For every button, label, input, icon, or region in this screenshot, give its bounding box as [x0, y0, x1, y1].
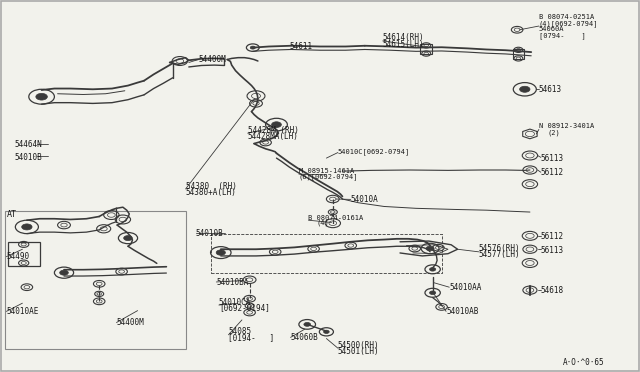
Text: 54500(RH): 54500(RH)	[338, 341, 380, 350]
Text: 54010CA: 54010CA	[219, 298, 252, 307]
Circle shape	[426, 246, 434, 251]
Text: [0194-   ]: [0194- ]	[228, 333, 275, 342]
Text: 56113: 56113	[541, 154, 564, 163]
Circle shape	[319, 328, 333, 336]
Circle shape	[60, 270, 68, 275]
Circle shape	[425, 265, 440, 274]
Text: 54428MA(LH): 54428MA(LH)	[248, 132, 298, 141]
Text: [0692-0194]: [0692-0194]	[219, 304, 269, 312]
Text: 54464N: 54464N	[14, 140, 42, 149]
Text: [0794-    ]: [0794- ]	[539, 32, 586, 39]
Circle shape	[304, 323, 310, 326]
Circle shape	[211, 247, 231, 259]
Text: 54060B: 54060B	[291, 333, 318, 342]
Text: 54060A: 54060A	[539, 26, 564, 32]
Text: (4): (4)	[317, 220, 330, 227]
Text: 54380+A(LH): 54380+A(LH)	[186, 188, 236, 197]
Circle shape	[299, 320, 316, 329]
Text: 54010AA: 54010AA	[449, 283, 482, 292]
Circle shape	[425, 288, 440, 297]
Circle shape	[216, 250, 225, 255]
Text: 54613: 54613	[539, 85, 562, 94]
Circle shape	[250, 46, 255, 49]
Circle shape	[421, 243, 439, 254]
Circle shape	[246, 44, 259, 51]
Circle shape	[429, 291, 436, 295]
Text: 54400M: 54400M	[198, 55, 226, 64]
Text: M 08915-1461A: M 08915-1461A	[299, 168, 354, 174]
Text: 54010A: 54010A	[351, 195, 378, 204]
Circle shape	[271, 122, 282, 128]
Text: 54576(RH): 54576(RH)	[479, 244, 520, 253]
Text: 54380  (RH): 54380 (RH)	[186, 182, 236, 190]
Circle shape	[266, 118, 287, 131]
Text: 54010B: 54010B	[14, 153, 42, 162]
FancyBboxPatch shape	[420, 44, 432, 54]
Text: N 08912-3401A: N 08912-3401A	[539, 124, 594, 129]
Circle shape	[429, 267, 436, 271]
Text: 54010AB: 54010AB	[446, 307, 479, 316]
Text: 54501(LH): 54501(LH)	[338, 347, 380, 356]
Text: 54010AE: 54010AE	[6, 307, 39, 316]
Circle shape	[124, 235, 132, 241]
Text: 54010BA: 54010BA	[216, 278, 249, 287]
Text: B 08074-0161A: B 08074-0161A	[308, 215, 364, 221]
Circle shape	[54, 267, 74, 278]
Text: A·O·^0·65: A·O·^0·65	[563, 358, 605, 367]
Text: 54618: 54618	[541, 286, 564, 295]
Text: 56112: 56112	[541, 169, 564, 177]
Text: 54577(LH): 54577(LH)	[479, 250, 520, 259]
Text: 54615(LH): 54615(LH)	[383, 40, 424, 49]
Text: 56113: 56113	[541, 246, 564, 255]
Text: 54010B: 54010B	[196, 229, 223, 238]
Circle shape	[15, 220, 38, 234]
Text: 54490: 54490	[6, 252, 29, 261]
Text: 54614(RH): 54614(RH)	[383, 33, 424, 42]
Text: 54010C[0692-0794]: 54010C[0692-0794]	[338, 148, 410, 155]
Text: (6)[0692-0794]: (6)[0692-0794]	[299, 174, 358, 180]
Text: 54611: 54611	[289, 42, 312, 51]
Text: AT: AT	[6, 210, 17, 219]
Circle shape	[22, 224, 32, 230]
Circle shape	[29, 89, 54, 104]
Text: 56112: 56112	[541, 232, 564, 241]
Circle shape	[118, 232, 138, 244]
FancyBboxPatch shape	[513, 49, 524, 59]
Text: (2): (2)	[547, 129, 560, 136]
FancyBboxPatch shape	[8, 242, 40, 266]
Circle shape	[520, 86, 530, 92]
Circle shape	[36, 93, 47, 100]
Circle shape	[513, 83, 536, 96]
Text: 54400M: 54400M	[116, 318, 144, 327]
Circle shape	[324, 330, 329, 333]
Text: 54428M (RH): 54428M (RH)	[248, 126, 298, 135]
Text: (4)[0692-0794]: (4)[0692-0794]	[539, 20, 598, 27]
Text: B 08074-0251A: B 08074-0251A	[539, 15, 594, 20]
Text: 54085: 54085	[228, 327, 252, 336]
